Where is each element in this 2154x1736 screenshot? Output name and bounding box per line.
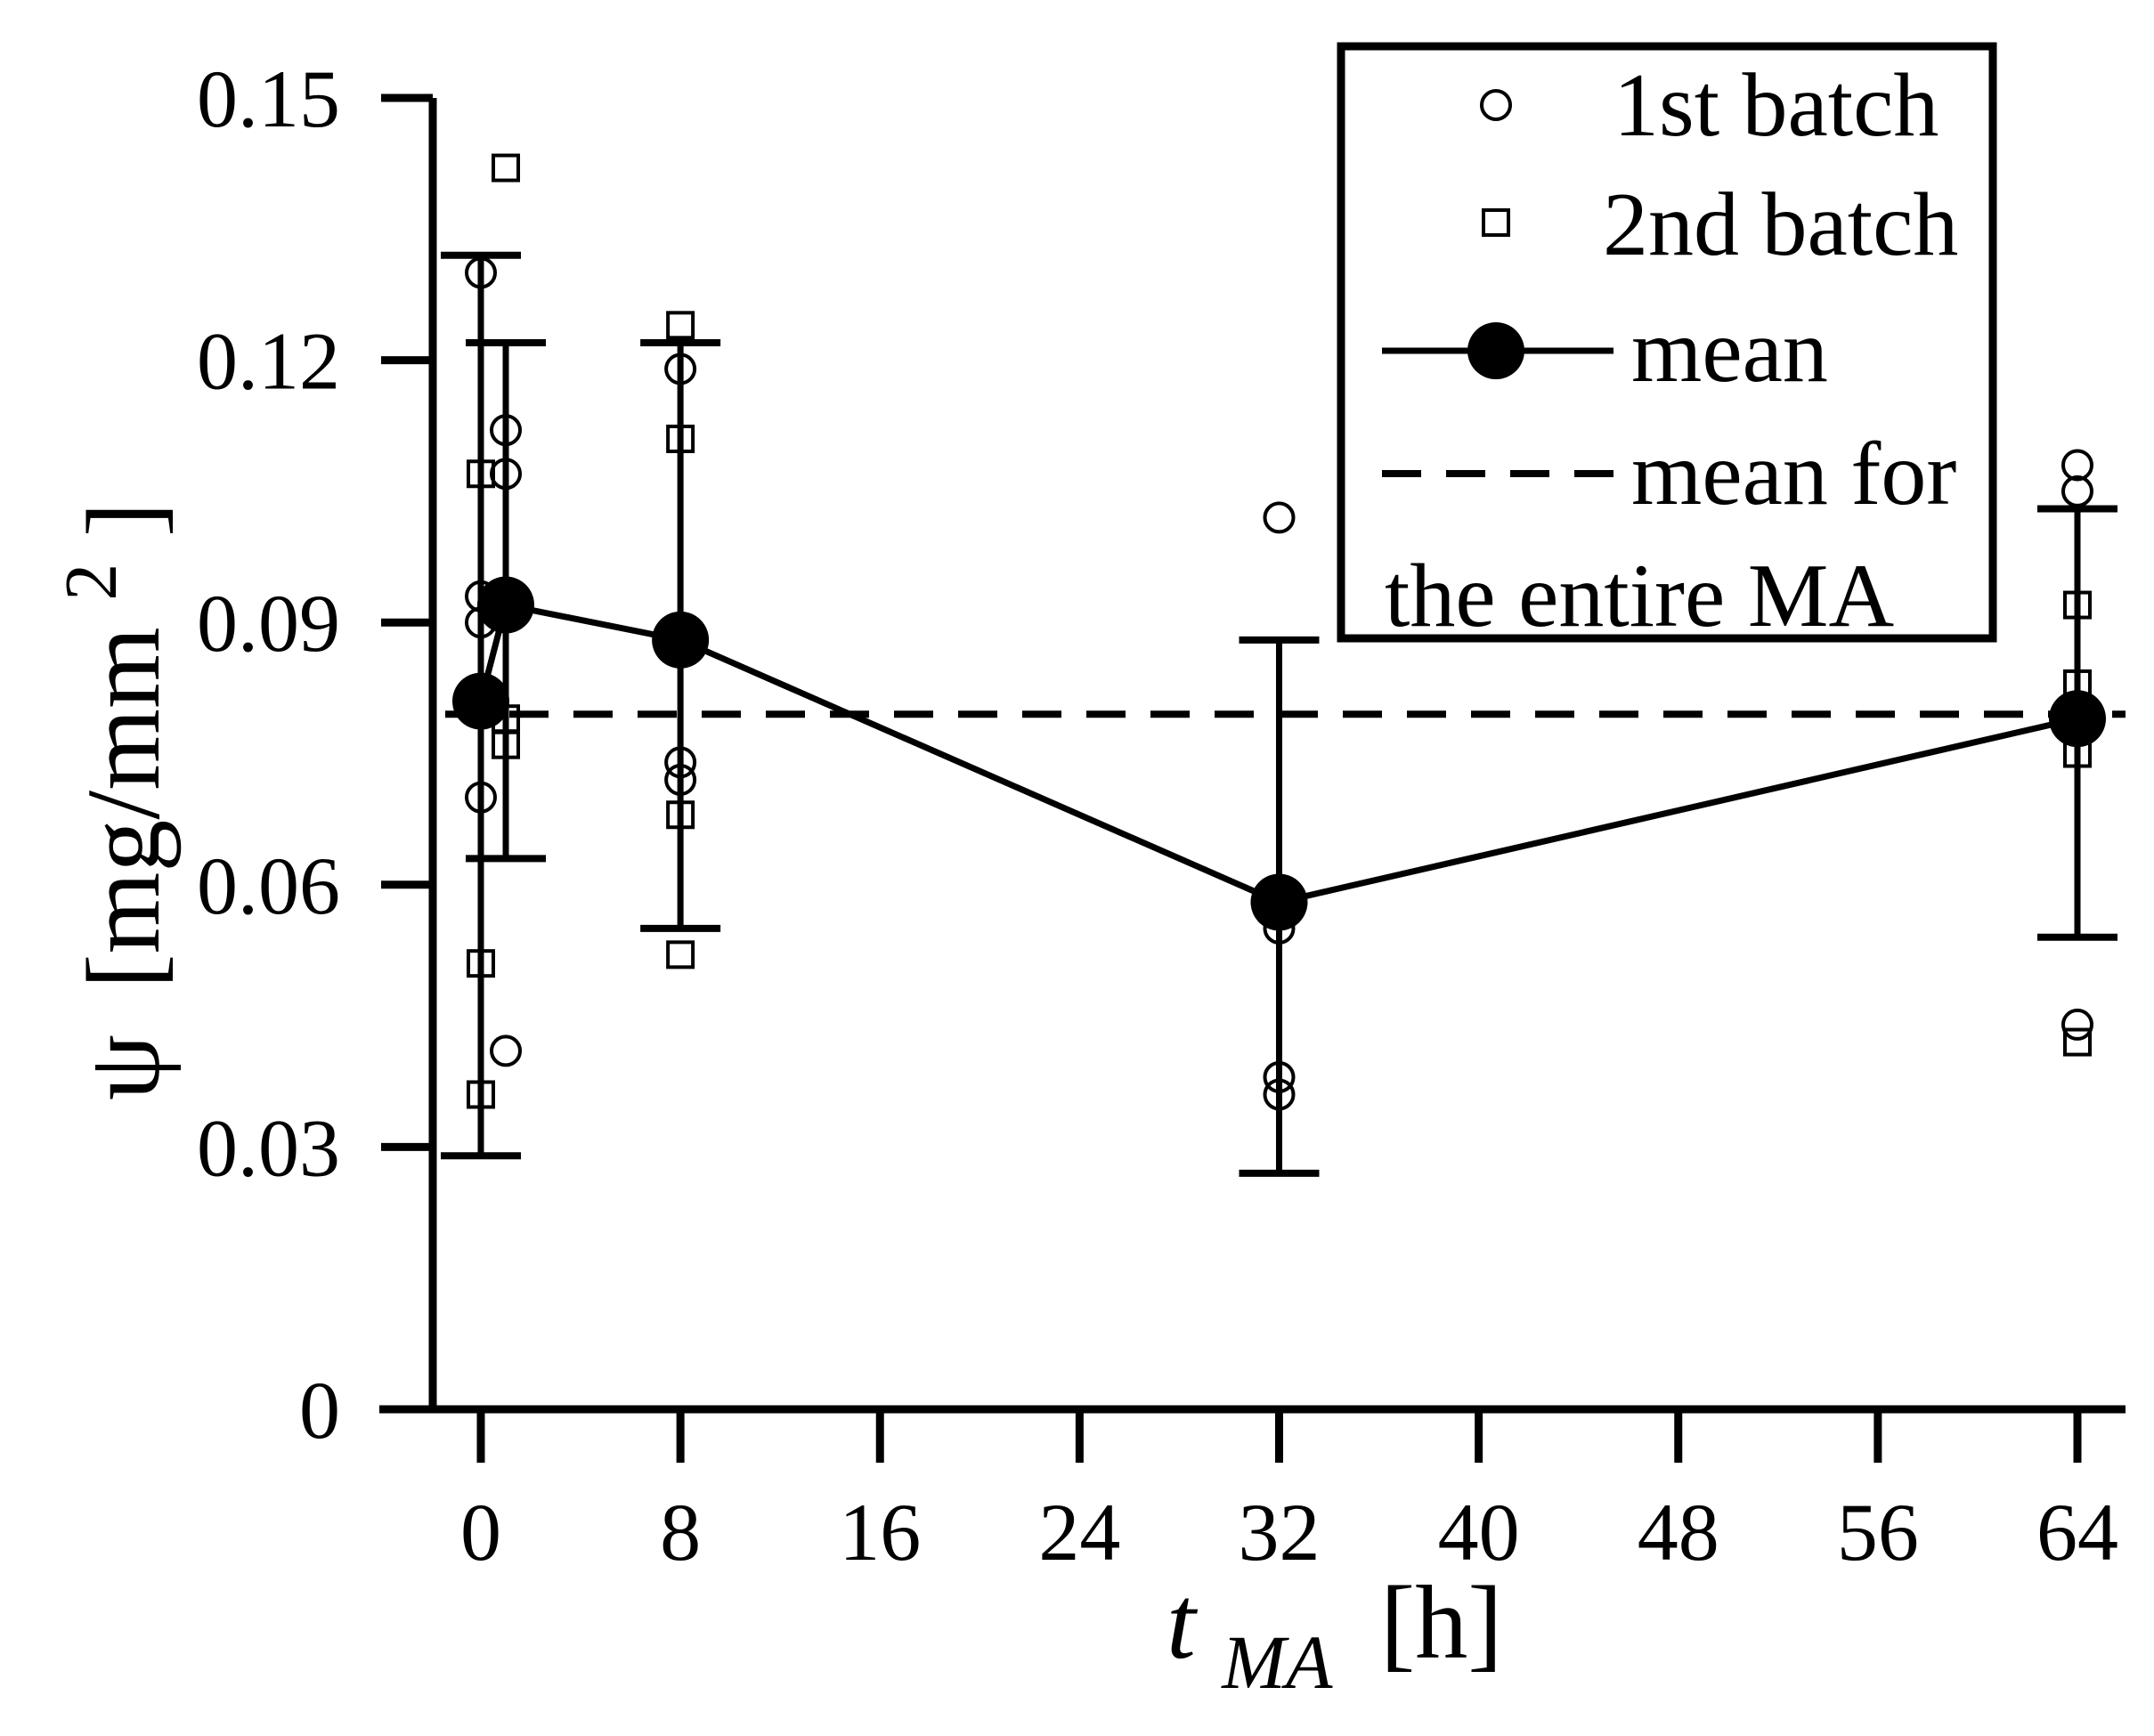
mean-point [1250,873,1308,931]
y-tick-label: 0.12 [197,316,340,407]
x-tick-label: 24 [1038,1487,1120,1578]
x-axis-unit: [h] [1380,1564,1503,1681]
legend-label-1st-batch: 1st batch [1613,55,1939,156]
x-tick-label: 56 [1837,1487,1919,1578]
y-axis-unit-open: [mg/mm [65,627,182,988]
batch2-point [666,311,695,340]
batch1-point [2061,1008,2093,1041]
y-axis-unit-close: ] [65,502,182,537]
x-axis-main: t [1166,1564,1199,1681]
legend-label-entire-ma: the entire MA [1385,546,1894,646]
y-axis-unit-sup: 2 [50,564,133,601]
batch2-point [2063,739,2092,768]
scatter-points-group [465,153,2093,1111]
x-tick-label: 0 [460,1487,501,1578]
mean-point [477,576,535,634]
legend-label-mean-for: mean for [1631,424,1956,524]
batch1-point [1263,1078,1296,1111]
y-ticks: 0 0.03 0.06 0.09 0.12 0.15 [197,53,433,1456]
y-axis-symbol: ψ [65,1034,182,1100]
batch1-point [664,746,697,779]
batch2-point [666,940,695,969]
x-ticks: 0 8 16 24 32 40 48 56 64 [460,1409,2118,1578]
legend-label-2nd-batch: 2nd batch [1603,174,1958,275]
batch1-point [465,781,497,814]
y-tick-label: 0.15 [197,53,340,144]
x-tick-label: 40 [1438,1487,1520,1578]
mean-point [452,672,509,730]
batch2-point [492,153,521,183]
batch1-point [1263,501,1296,534]
x-tick-label: 48 [1638,1487,1719,1578]
batch1-point [664,763,697,796]
batch1-point [465,606,497,639]
x-tick-label: 16 [839,1487,921,1578]
y-tick-label: 0.09 [197,578,340,669]
x-tick-label: 64 [2036,1487,2118,1578]
x-tick-label: 8 [660,1487,701,1578]
y-tick-label: 0.06 [197,840,340,931]
batch1-point [1263,1060,1296,1093]
legend-square-marker [1482,208,1510,237]
batch2-point [492,730,521,759]
batch2-point [2063,590,2092,620]
x-tick-label: 32 [1239,1487,1321,1578]
legend-circle-marker [1480,89,1512,121]
batch2-point [2063,1027,2092,1057]
batch2-point [467,949,495,978]
legend-mean-marker [1467,322,1524,379]
axes [379,98,2126,1414]
batch2-point [492,590,521,620]
legend: 1st batch 2nd batch mean mean for the en… [1337,42,1997,646]
mean-point [652,611,710,669]
y-tick-label: 0.03 [197,1102,340,1193]
legend-box [1337,42,1997,643]
legend-label-mean: mean [1631,301,1828,402]
x-axis-label: t MA [h] [1166,1564,1503,1711]
batch2-point [666,800,695,830]
batch1-point [1263,912,1296,945]
batch1-point [465,256,497,289]
batch1-point [490,414,523,447]
batch1-point [2061,449,2093,482]
y-tick-label: 0 [299,1365,340,1456]
x-axis-sub: MA [1220,1619,1333,1705]
mean-point [2049,690,2106,748]
batch2-point [666,424,695,453]
batch1-point [490,1034,523,1067]
batch2-point [2063,669,2092,698]
batch2-point [467,1080,495,1109]
batch1-point [664,353,697,385]
batch2-point [467,459,495,489]
y-axis-label: ψ [mg/mm 2 ] [22,502,182,1100]
batch1-point [2061,475,2093,507]
